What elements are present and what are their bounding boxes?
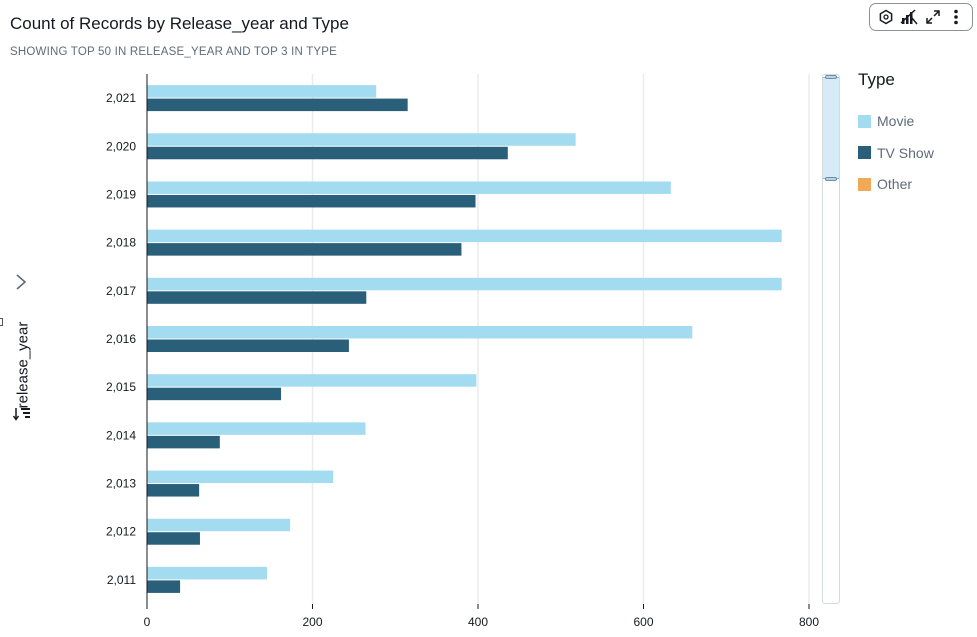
more-icon[interactable] [945,6,967,28]
bar-tv-show [147,484,200,497]
edge-handle [0,318,3,326]
bar-tv-show [147,387,282,401]
bar-movie [147,229,782,243]
bar-tv-show [147,580,181,593]
bar-tv-show [147,532,200,545]
bar-tv-show [147,194,476,208]
legend-swatch-tv-show [858,146,871,159]
legend-swatch-other [858,177,871,191]
bar-movie [147,374,477,387]
expand-icon[interactable] [922,6,944,28]
bar-movie [147,422,366,435]
bar-movie [147,470,334,484]
chart-title: Count of Records by Release_year and Typ… [10,14,349,33]
visual-toolbar [869,3,973,31]
y-tick-label: 2,013 [106,477,136,491]
bar-movie [147,518,291,532]
legend-item-tv-show[interactable]: TV Show [858,143,934,163]
bar-tv-show [147,339,349,352]
y-tick-label: 2,018 [106,236,136,250]
hexagon-icon[interactable] [875,6,897,28]
y-tick-label: 2,012 [106,525,136,539]
chart-subtitle: SHOWING TOP 50 IN RELEASE_YEAR AND TOP 3… [10,46,338,58]
y-tick-label: 2,021 [106,91,136,105]
bar-tv-show [147,291,367,304]
y-tick-label: 2,016 [106,332,136,346]
legend-swatch-movie [858,114,871,128]
legend-title: Type [858,70,895,89]
bar-tv-show [147,243,462,256]
legend-item-other[interactable]: Other [858,174,934,194]
legend: Type Movie TV Show Other [858,70,934,206]
bar-tv-show [147,435,220,449]
bar-movie [147,566,267,580]
legend-label-movie: Movie [877,113,915,129]
y-tick-label: 2,014 [106,428,136,442]
x-tick-label: 800 [799,615,819,629]
legend-item-movie[interactable]: Movie [858,111,934,131]
x-tick-label: 600 [633,615,653,629]
vertical-scrollbar[interactable] [822,74,840,604]
insights-icon[interactable] [898,6,920,28]
bar-movie [147,85,377,98]
y-tick-label: 2,017 [106,284,136,298]
scroll-grip-bottom[interactable] [825,177,837,181]
scroll-thumb[interactable] [823,75,839,181]
bar-movie [147,181,671,194]
legend-label-other: Other [877,176,913,192]
legend-label-tv-show: TV Show [877,144,934,161]
x-tick-label: 200 [302,615,322,629]
bar-movie [147,326,693,339]
y-tick-label: 2,011 [107,573,136,587]
chevron-right-icon[interactable] [14,273,28,296]
sort-descending-icon[interactable] [12,407,31,426]
y-tick-label: 2,020 [106,139,136,153]
y-tick-label: 2,019 [106,187,136,201]
y-tick-label: 2,015 [106,380,136,394]
bar-movie [147,277,782,291]
y-axis-title-group: release_year [8,265,38,435]
bar-movie [147,133,576,146]
scroll-grip-top[interactable] [825,75,837,79]
bar-tv-show [147,146,508,160]
bar-tv-show [147,98,408,112]
x-tick-label: 400 [468,615,488,629]
x-tick-label: 0 [144,615,151,629]
